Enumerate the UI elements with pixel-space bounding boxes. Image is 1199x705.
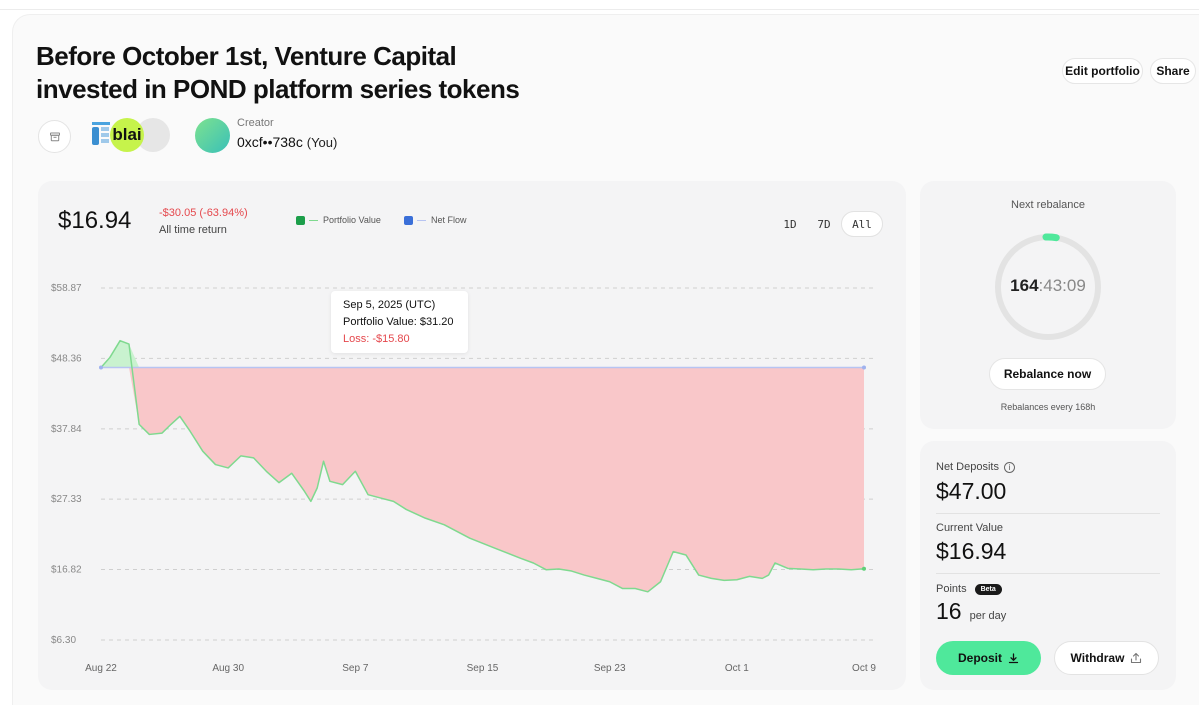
stats-card: Net Deposits i $47.00 Current Value $16.…: [920, 441, 1176, 690]
y-tick-label: $16.82: [51, 565, 82, 576]
tooltip-loss: Loss: -$15.80: [343, 333, 410, 345]
archive-icon: [49, 132, 60, 141]
y-tick-label: $27.33: [51, 494, 82, 505]
rebalance-progress-ring: [995, 233, 1101, 340]
x-tick-label: Sep 23: [594, 663, 626, 674]
tooltip-date: Sep 5, 2025 (UTC): [343, 299, 436, 311]
legend-net-flow[interactable]: Net Flow: [404, 215, 467, 225]
deposit-label: Deposit: [957, 651, 1002, 665]
creator-address[interactable]: 0xcf••738c (You): [237, 134, 337, 150]
rebalance-countdown: 164:43:09: [920, 276, 1176, 296]
countdown-rest: :43:09: [1038, 276, 1086, 295]
all-time-return-value: -$30.05 (-63.94%): [159, 207, 248, 219]
page-title: Before October 1st, Venture Capital inve…: [36, 41, 520, 104]
chart-card: $16.94 -$30.05 (-63.94%) All time return…: [38, 181, 906, 690]
creator-you-tag: (You): [306, 135, 338, 150]
net-deposits-label-text: Net Deposits: [936, 461, 999, 473]
current-value-label: Current Value: [936, 522, 1004, 534]
ring-progress: [1042, 233, 1060, 242]
info-icon[interactable]: i: [1003, 461, 1015, 473]
y-tick-label: $58.87: [51, 283, 82, 294]
share-button[interactable]: Share: [1150, 58, 1196, 84]
archive-button[interactable]: [38, 120, 71, 153]
y-tick-label: $6.30: [51, 635, 76, 646]
tooltip-value: Portfolio Value: $31.20: [343, 316, 454, 328]
points-value: 16: [936, 598, 962, 624]
rebalance-frequency: Rebalances every 168h: [1000, 402, 1096, 412]
portfolio-end-point: [862, 566, 866, 571]
tab-1d[interactable]: 1D: [783, 217, 797, 231]
portfolio-value-line: [100, 339, 865, 593]
countdown-hours: 164: [1010, 276, 1039, 295]
checkbox-checked-icon: [296, 215, 305, 225]
rebalance-card: Next rebalance 164:43:09 Rebalance now R…: [920, 181, 1176, 429]
creator-address-text: 0xcf••738c: [237, 134, 303, 150]
x-tick-label: Sep 7: [342, 663, 369, 674]
withdraw-label: Withdraw: [1070, 651, 1125, 665]
net-deposits-label: Net Deposits i: [936, 461, 1015, 473]
gain-area: [101, 340, 864, 368]
points-label-text: Points: [936, 583, 967, 595]
legend-line-swatch: [417, 219, 426, 221]
net-deposits-value: $47.00: [936, 478, 1007, 504]
chart-tooltip: Sep 5, 2025 (UTC) Portfolio Value: $31.2…: [331, 291, 468, 353]
current-value: $16.94: [936, 538, 1007, 564]
y-tick-label: $48.36: [51, 353, 82, 364]
token-avatar-blai: blai: [110, 118, 144, 152]
legend-label: Net Flow: [431, 215, 467, 225]
top-bar: [0, 0, 1199, 10]
portfolio-chart[interactable]: $6.30 $16.82 $27.33 $37.84 $48.36 $58.87 Aug 2…: [38, 181, 906, 690]
creator-avatar: [195, 118, 230, 153]
x-tick-label: Aug 30: [212, 663, 244, 674]
x-tick-label: Oct 1: [725, 663, 749, 674]
range-tabs: 1D 7D All: [773, 211, 883, 237]
legend-line-swatch: [309, 219, 318, 221]
token-avatars[interactable]: blai: [90, 117, 170, 153]
withdraw-button[interactable]: Withdraw: [1054, 641, 1159, 675]
creator-label: Creator: [237, 117, 274, 129]
download-icon: [1008, 652, 1019, 663]
portfolio-value: $16.94: [58, 207, 132, 234]
divider: [936, 573, 1160, 574]
x-tick-label: Aug 22: [85, 663, 117, 674]
beta-badge: Beta: [974, 583, 1002, 595]
x-tick-label: Sep 15: [467, 663, 499, 674]
tab-all[interactable]: All: [841, 211, 883, 237]
points-label: Points Beta: [936, 583, 1002, 595]
upload-icon: [1131, 652, 1142, 664]
checkbox-checked-icon: [404, 215, 413, 225]
x-tick-label: Oct 9: [852, 663, 876, 674]
loss-area: [101, 367, 864, 592]
tab-7d[interactable]: 7D: [817, 217, 831, 231]
deposit-button[interactable]: Deposit: [936, 641, 1041, 675]
rebalance-now-button[interactable]: Rebalance now: [989, 358, 1106, 390]
rebalance-title: Next rebalance: [1011, 199, 1085, 211]
points-row: 16 per day: [936, 598, 1006, 625]
y-tick-label: $37.84: [51, 424, 82, 435]
net-flow-end-point: [862, 365, 866, 370]
all-time-return-label: All time return: [159, 224, 227, 236]
legend-portfolio-value[interactable]: Portfolio Value: [296, 215, 381, 225]
legend-label: Portfolio Value: [323, 215, 381, 225]
token-logo-icon: [92, 122, 110, 145]
net-flow-start-point: [99, 365, 103, 370]
points-unit: per day: [969, 610, 1007, 622]
edit-portfolio-button[interactable]: Edit portfolio: [1062, 58, 1143, 84]
divider: [936, 513, 1160, 514]
